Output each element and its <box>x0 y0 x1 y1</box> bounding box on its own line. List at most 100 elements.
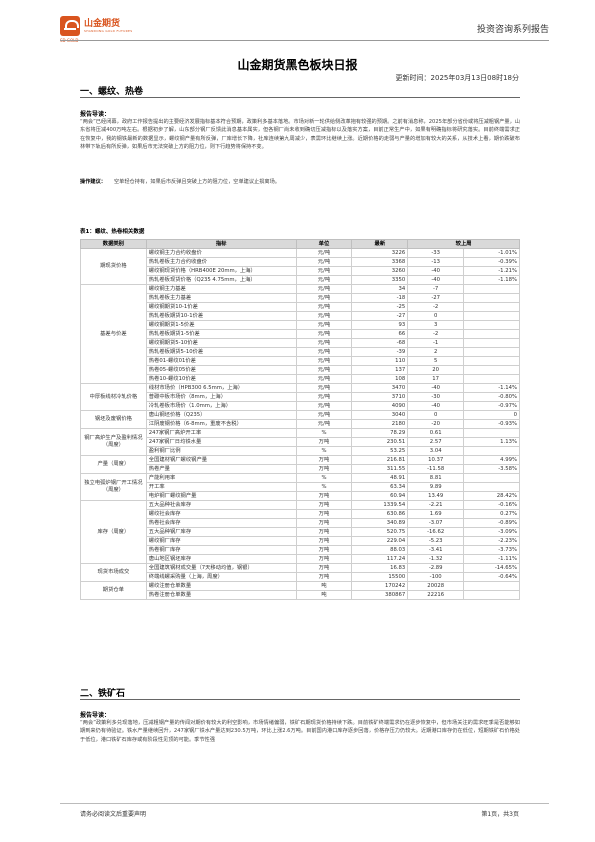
latest-value-cell: 16.83 <box>351 563 409 573</box>
category-cell: 基差与价差 <box>80 284 147 384</box>
weekly-change-cell: 0.61 <box>407 428 465 438</box>
unit-cell: 万吨 <box>295 518 353 528</box>
indicator-cell: 产能利用率 <box>145 473 297 483</box>
indicator-cell: 热轧卷板现货价格（Q235 4.75mm，上海） <box>145 275 297 285</box>
weekly-change-pct-cell: -1.11% <box>463 554 520 564</box>
latest-value-cell: 66 <box>351 329 409 339</box>
unit-cell: 万吨 <box>295 545 353 555</box>
weekly-change-pct-cell: -14.65% <box>463 563 520 573</box>
table-row: 江阴废钢价格（6-8mm，重废不含税） 元/吨 2180 -20 -0.93% <box>81 419 520 429</box>
table-row: 唐山地区钢坯库存 万吨 117.24 -1.32 -1.11% <box>81 554 520 564</box>
table-row: 热卷01-螺纹01价差 元/吨 110 5 <box>81 356 520 366</box>
table-row: 普碳中板市场价（8mm，上海） 元/吨 3710 -30 -0.80% <box>81 392 520 402</box>
weekly-change-cell: -2 <box>407 329 465 339</box>
latest-value-cell: 3040 <box>351 410 409 420</box>
latest-value-cell: 3226 <box>351 248 409 258</box>
weekly-change-pct-cell <box>463 473 520 483</box>
unit-cell: 元/吨 <box>295 347 353 357</box>
rebar-hrc-data-table: 数据类别 指标 单位 最新 较上周 期现货价格 螺纹钢主力合约收盘价 元/吨 3226… <box>80 239 520 600</box>
unit-cell: % <box>295 482 353 492</box>
indicator-cell: 热轧卷板主力合约收盘价 <box>145 257 297 267</box>
latest-value-cell: 380867 <box>351 590 409 600</box>
weekly-change-pct-cell: -3.73% <box>463 545 520 555</box>
weekly-change-cell: 13.49 <box>407 491 465 501</box>
weekly-change-pct-cell: 4.99% <box>463 455 520 465</box>
indicator-cell: 247家钢厂日均铁水量 <box>145 437 297 447</box>
indicator-cell: 江阴废钢价格（6-8mm，重废不含税） <box>145 419 297 429</box>
weekly-change-cell: -40 <box>407 266 465 276</box>
indicator-cell: 螺纹钢期货1-5价差 <box>145 320 297 330</box>
table-row: 钢厂高炉生产及盈利情况（周度） 247家钢厂高炉开工率% 78.29 0.61 <box>80 428 520 456</box>
unit-cell: 元/吨 <box>295 374 353 384</box>
weekly-change-cell: -16.62 <box>407 527 465 537</box>
table-row: 基差与价差 螺纹钢主力基差 元/吨 34 -7 <box>80 284 520 384</box>
table-header-row: 数据类别 指标 单位 最新 较上周 <box>80 239 520 249</box>
latest-value-cell: 3470 <box>351 383 409 393</box>
table-row: 盈利钢厂比例% 53.25 3.04 <box>81 446 520 456</box>
weekly-change-pct-cell <box>463 329 520 339</box>
guide-paragraph: “两会”已经闭幕，政府工作报告提出的主要经济发展指标基本符合预期，政策利多基本落… <box>80 118 520 190</box>
unit-cell: 万吨 <box>295 536 353 546</box>
table-row: 螺纹钢厂库存 万吨 229.04 -5.23 -2.23% <box>81 536 520 546</box>
weekly-change-cell: -40 <box>407 401 465 411</box>
unit-cell: 元/吨 <box>295 248 353 258</box>
indicator-cell: 螺纹钢期货5-10价差 <box>145 338 297 348</box>
weekly-change-cell: -2.89 <box>407 563 465 573</box>
weekly-change-pct-cell <box>463 320 520 330</box>
weekly-change-cell: 17 <box>407 374 465 384</box>
page-header: 山金期货 SHANDONG GOLD FUTURES SD GOLD 投资咨询系… <box>60 16 549 43</box>
indicator-cell: 唐山钢坯价格（Q235） <box>145 410 297 420</box>
ops-text: 空单轻仓持有，如果后市反弹且突破上方的阻力位，空单建议止损离场。 <box>113 179 280 185</box>
logo-name: 山金期货 <box>84 18 121 29</box>
latest-value-cell: 15500 <box>351 572 409 582</box>
weekly-change-pct-cell <box>463 311 520 321</box>
latest-value-cell: 48.91 <box>351 473 409 483</box>
unit-cell: 元/吨 <box>295 275 353 285</box>
logo-english-name: SHANDONG GOLD FUTURES <box>84 28 133 33</box>
weekly-change-cell: -20 <box>407 419 465 429</box>
weekly-change-pct-cell: -0.89% <box>463 518 520 528</box>
table-row: 钢坯及废钢价格 唐山钢坯价格（Q235） 元/吨 3040 0 0 <box>80 410 520 429</box>
latest-value-cell: 53.25 <box>351 446 409 456</box>
indicator-cell: 热卷10-螺纹10价差 <box>145 374 297 384</box>
table-row: 现货市场成交 全国建筑钢材成交量（7天移动均值，钢银） 万吨 16.83 -2.89 -1… <box>80 563 520 582</box>
latest-value-cell: 60.94 <box>351 491 409 501</box>
weekly-change-cell: 5 <box>407 356 465 366</box>
category-cell: 期现货价格 <box>80 248 147 285</box>
indicator-cell: 终端线螺采购量（上海，周度） <box>145 572 297 582</box>
indicator-cell: 五大品种钢厂库存 <box>145 527 297 537</box>
ops-label: 操作建议： <box>80 179 106 185</box>
weekly-change-cell: 3 <box>407 320 465 330</box>
latest-value-cell: 78.29 <box>351 428 409 438</box>
weekly-change-pct-cell: -1.01% <box>463 248 520 258</box>
weekly-change-cell: 22216 <box>407 590 465 600</box>
latest-value-cell: -27 <box>351 311 409 321</box>
unit-cell: 元/吨 <box>295 419 353 429</box>
table-row: 产量（周度） 全国建材钢厂螺纹钢产量 万吨 216.81 10.37 4.99% <box>80 455 520 474</box>
table-body: 期现货价格 螺纹钢主力合约收盘价 元/吨 3226 -33 -1.01% 热轧卷板主力合约收… <box>80 248 520 600</box>
table-row: 247家钢厂日均铁水量 万吨 230.51 2.57 1.13% <box>81 437 520 447</box>
indicator-cell: 螺纹注册仓单数量 <box>145 581 297 591</box>
category-cell: 现货市场成交 <box>80 563 147 582</box>
unit-cell: 万吨 <box>295 464 353 474</box>
weekly-change-pct-cell: -0.16% <box>463 500 520 510</box>
table-row: 热卷产量 万吨 311.55 -11.58 -3.58% <box>81 464 520 474</box>
latest-value-cell: 108 <box>351 374 409 384</box>
indicator-cell: 热轧卷板主力基差 <box>145 293 297 303</box>
weekly-change-cell: 2 <box>407 347 465 357</box>
weekly-change-pct-cell: 1.13% <box>463 437 520 447</box>
indicator-cell: 螺纹钢期货10-1价差 <box>145 302 297 312</box>
unit-cell: 元/吨 <box>295 320 353 330</box>
indicator-cell: 热卷注册仓单数量 <box>145 590 297 600</box>
indicator-cell: 螺纹钢厂库存 <box>145 536 297 546</box>
weekly-change-pct-cell <box>463 365 520 375</box>
indicator-cell: 247家钢厂高炉开工率 <box>145 428 297 438</box>
unit-cell: % <box>295 446 353 456</box>
unit-cell: 万吨 <box>295 455 353 465</box>
table-row: 热卷钢厂库存 万吨 88.03 -3.41 -3.73% <box>81 545 520 555</box>
ops-advice: 操作建议： 空单轻仓持有，如果后市反弹且突破上方的阻力位，空单建议止损离场。 <box>80 178 520 187</box>
indicator-cell: 热卷钢厂库存 <box>145 545 297 555</box>
page-title: 山金期货黑色板块日报 <box>237 58 358 72</box>
latest-value-cell: 520.75 <box>351 527 409 537</box>
category-cell: 钢厂高炉生产及盈利情况（周度） <box>80 428 147 456</box>
